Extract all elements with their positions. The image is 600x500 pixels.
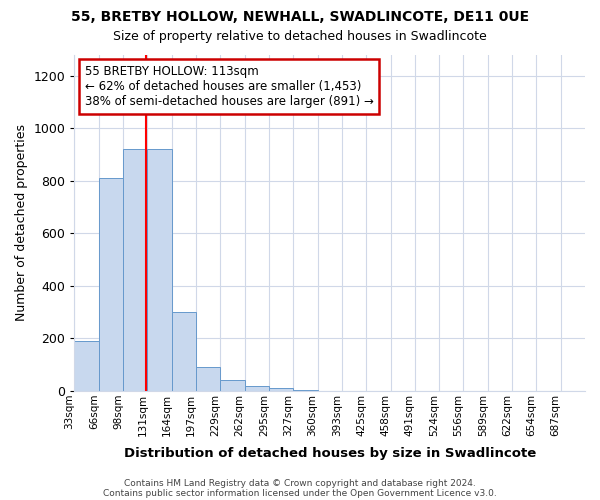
Bar — [245, 386, 269, 391]
Bar — [123, 150, 148, 391]
Text: Contains HM Land Registry data © Crown copyright and database right 2024.: Contains HM Land Registry data © Crown c… — [124, 478, 476, 488]
Bar — [293, 390, 317, 391]
Text: Contains public sector information licensed under the Open Government Licence v3: Contains public sector information licen… — [103, 488, 497, 498]
Bar — [196, 368, 220, 391]
Y-axis label: Number of detached properties: Number of detached properties — [15, 124, 28, 322]
Text: 55, BRETBY HOLLOW, NEWHALL, SWADLINCOTE, DE11 0UE: 55, BRETBY HOLLOW, NEWHALL, SWADLINCOTE,… — [71, 10, 529, 24]
Bar — [220, 380, 245, 391]
Text: 55 BRETBY HOLLOW: 113sqm
← 62% of detached houses are smaller (1,453)
38% of sem: 55 BRETBY HOLLOW: 113sqm ← 62% of detach… — [85, 65, 374, 108]
Bar — [172, 312, 196, 391]
Bar — [269, 388, 293, 391]
Bar — [74, 341, 99, 391]
Bar — [148, 150, 172, 391]
Text: Size of property relative to detached houses in Swadlincote: Size of property relative to detached ho… — [113, 30, 487, 43]
X-axis label: Distribution of detached houses by size in Swadlincote: Distribution of detached houses by size … — [124, 447, 536, 460]
Bar — [99, 178, 123, 391]
